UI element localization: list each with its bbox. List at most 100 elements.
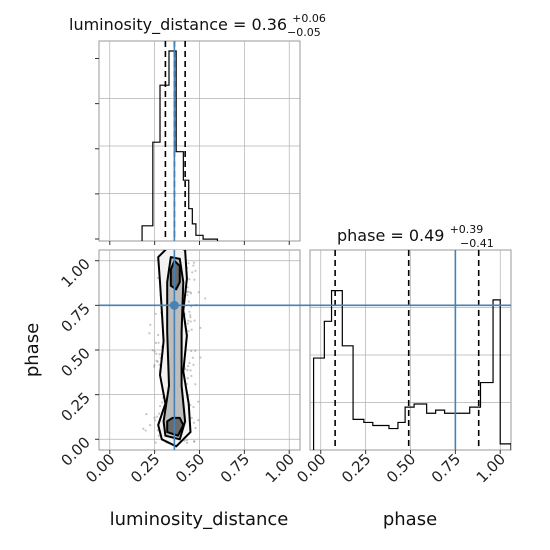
- phase-title-main: phase = 0.49: [337, 226, 444, 245]
- joint-xtick-label-2: 0.50: [172, 450, 208, 486]
- scatter-point: [186, 377, 189, 380]
- scatter-point: [185, 441, 189, 444]
- scatter-point: [159, 404, 162, 408]
- scatter-point: [187, 262, 190, 265]
- scatter-point: [156, 360, 159, 363]
- phase-hist-panel: 0.00 0.25 0.50 0.75 1.00 phase = 0.49 +0.39 …: [293, 223, 512, 530]
- joint-ticks: 0.000.00 0.250.250.500.500.750.751.001.00: [57, 255, 298, 487]
- scatter-point: [192, 363, 195, 366]
- scatter-point: [151, 349, 154, 352]
- joint-ytick-label-1: 0.25: [57, 389, 93, 425]
- scatter-point: [194, 349, 197, 352]
- ld-hist-steps: [141, 50, 219, 241]
- scatter-point: [193, 440, 196, 443]
- scatter-point: [187, 319, 190, 322]
- joint-xtick-label-1: 0.25: [127, 450, 163, 486]
- ld-hist-ticks: [95, 58, 290, 245]
- ld-hist-grid: [99, 41, 300, 241]
- scatter-point: [154, 419, 157, 422]
- scatter-point: [186, 369, 189, 372]
- scatter-point: [192, 421, 196, 424]
- scatter-point: [190, 416, 193, 420]
- joint-ytick-label-3: 0.75: [57, 299, 93, 335]
- scatter-point: [192, 264, 195, 267]
- phase-hist-ticks: 0.00 0.25 0.50 0.75 1.00: [293, 450, 509, 486]
- scatter-point: [189, 316, 192, 319]
- ld-title-sub: −0.05: [287, 26, 321, 39]
- scatter-point: [186, 286, 189, 289]
- phase-title-sub: −0.41: [460, 237, 494, 250]
- scatter-point: [149, 424, 152, 427]
- scatter-point: [192, 261, 196, 264]
- scatter-point: [194, 426, 197, 430]
- scatter-point: [189, 291, 192, 294]
- scatter-point: [145, 413, 148, 416]
- phase-xtick-label-0: 0.00: [293, 450, 329, 486]
- scatter-point: [186, 364, 190, 368]
- scatter-point: [192, 405, 195, 409]
- scatter-point: [189, 320, 192, 323]
- ld-title: luminosity_distance = 0.36 +0.06: [69, 12, 326, 35]
- y-axis-label-phase: phase: [22, 323, 43, 377]
- x-axis-label-ld: luminosity_distance: [110, 509, 289, 530]
- scatter-point: [197, 291, 200, 294]
- joint-xtick-label-4: 1.00: [262, 450, 298, 486]
- scatter-point: [157, 333, 160, 337]
- scatter-point: [197, 419, 200, 422]
- scatter-point: [193, 440, 196, 443]
- phase-xtick-label-1: 0.25: [338, 450, 374, 486]
- scatter-point: [190, 349, 193, 353]
- scatter-point: [144, 429, 147, 432]
- scatter-point: [199, 356, 202, 359]
- scatter-point: [185, 439, 189, 442]
- scatter-point: [190, 328, 193, 331]
- scatter-point: [153, 416, 156, 419]
- scatter-point: [186, 293, 189, 297]
- scatter-point: [194, 383, 197, 386]
- scatter-point: [158, 412, 161, 415]
- scatter-point: [156, 276, 159, 280]
- joint-ytick-label-4: 1.00: [57, 255, 93, 291]
- joint-xtick-label-0: 0.00: [82, 450, 118, 486]
- scatter-point: [189, 292, 193, 295]
- scatter-point: [189, 403, 192, 407]
- scatter-point: [188, 361, 191, 365]
- scatter-point: [154, 312, 157, 315]
- scatter-point: [188, 310, 191, 313]
- ld-hist-panel: luminosity_distance = 0.36 +0.06 −0.05: [69, 12, 326, 245]
- phase-title-sup: +0.39: [450, 223, 484, 236]
- scatter-point: [189, 314, 192, 317]
- scatter-point: [155, 359, 158, 362]
- scatter-point: [186, 322, 189, 325]
- scatter-point: [161, 401, 164, 404]
- phase-title: phase = 0.49 +0.39: [337, 223, 483, 245]
- scatter-point: [148, 332, 151, 335]
- scatter-point: [190, 374, 193, 378]
- scatter-point: [154, 341, 158, 344]
- scatter-point: [197, 400, 200, 403]
- scatter-point: [153, 350, 156, 353]
- contour-level-2: [166, 416, 185, 437]
- scatter-point: [157, 341, 160, 344]
- scatter-point: [157, 434, 160, 437]
- contour-level-3: [169, 259, 181, 291]
- scatter-point: [204, 297, 207, 300]
- scatter-point: [191, 356, 194, 359]
- scatter-point: [193, 319, 196, 322]
- joint-panel: 0.000.00 0.250.250.500.500.750.751.001.00…: [22, 249, 301, 530]
- scatter-point: [153, 365, 156, 368]
- joint-xtick-label-3: 0.75: [217, 450, 253, 486]
- scatter-point: [199, 326, 202, 329]
- scatter-point: [155, 352, 158, 355]
- scatter-point: [188, 278, 191, 281]
- scatter-point: [187, 290, 190, 293]
- joint-ytick-label-2: 0.50: [57, 344, 93, 380]
- phase-hist-steps: [312, 290, 511, 450]
- scatter-point: [184, 368, 187, 371]
- phase-xtick-label-2: 0.50: [383, 450, 419, 486]
- scatter-point: [187, 300, 190, 303]
- phase-xtick-label-4: 1.00: [473, 450, 509, 486]
- scatter-point: [158, 353, 161, 356]
- joint-ytick-label-0: 0.00: [57, 433, 93, 469]
